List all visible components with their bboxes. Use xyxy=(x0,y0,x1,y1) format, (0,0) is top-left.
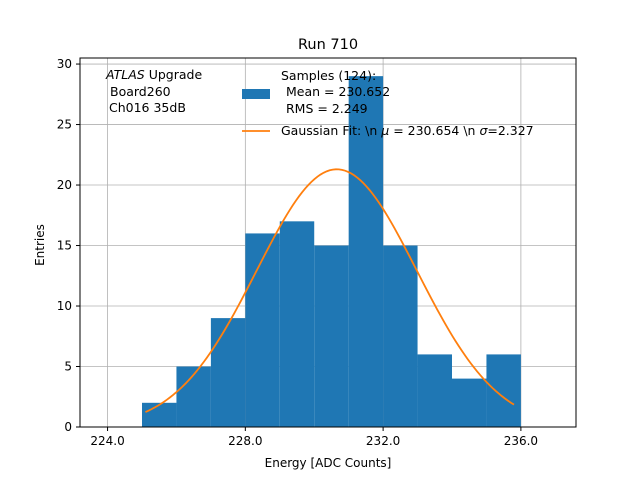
fit-curve xyxy=(145,168,515,413)
histogram-bar xyxy=(348,76,384,428)
histogram-bar xyxy=(452,378,487,427)
y-tick-label: 5 xyxy=(64,360,72,374)
chart-title: Run 710 xyxy=(298,37,358,53)
legend-fit-suffix: =2.327 xyxy=(487,123,533,138)
histogram-bar xyxy=(279,221,315,427)
legend-samples-line-1: Samples (124): xyxy=(281,68,376,83)
y-tick-label: 0 xyxy=(64,420,72,434)
x-tick-label: 228.0 xyxy=(228,434,262,448)
annotation-line-2: Board260 xyxy=(110,84,171,99)
histogram-bars xyxy=(142,76,521,428)
legend-mu-symbol: μ xyxy=(380,123,389,138)
histogram-bar xyxy=(486,354,521,427)
legend: Samples (124): Mean = 230.652 RMS = 2.24… xyxy=(242,68,534,138)
y-tick-label: 20 xyxy=(57,178,72,192)
histogram-bar xyxy=(210,318,246,427)
y-axis-label: Entries xyxy=(33,224,47,266)
x-tick-label: 236.0 xyxy=(504,434,538,448)
legend-samples-line-3: RMS = 2.249 xyxy=(286,101,368,116)
tick-labels: 224.0 228.0 232.0 236.0 0 5 10 15 20 25 30 xyxy=(57,57,538,448)
x-tick-label: 224.0 xyxy=(90,434,124,448)
legend-fit-mid: = 230.654 \n xyxy=(389,123,479,138)
legend-samples-swatch xyxy=(242,89,270,99)
legend-fit-text: Gaussian Fit: \n μ = 230.654 \n σ=2.327 xyxy=(281,123,534,138)
y-tick-label: 25 xyxy=(57,118,72,132)
y-tick-label: 30 xyxy=(57,57,72,71)
histogram-bar xyxy=(417,354,452,427)
axes xyxy=(76,57,577,431)
x-tick-label: 232.0 xyxy=(366,434,400,448)
histogram-bar xyxy=(142,402,177,427)
y-tick-label: 10 xyxy=(57,299,72,313)
histogram-bar xyxy=(314,245,349,427)
annotation-line-1: ATLAS Upgrade xyxy=(105,67,202,82)
gaussian-fit xyxy=(145,168,515,413)
legend-samples-line-2: Mean = 230.652 xyxy=(286,84,390,99)
atlas-label: ATLAS xyxy=(105,67,145,82)
upgrade-label: Upgrade xyxy=(145,67,203,82)
x-axis-label: Energy [ADC Counts] xyxy=(265,456,392,470)
histogram-bar xyxy=(245,233,280,427)
annotation-line-3: Ch016 35dB xyxy=(109,100,186,115)
legend-sigma-symbol: σ xyxy=(479,123,488,138)
histogram-bar xyxy=(383,245,418,427)
y-tick-label: 15 xyxy=(57,239,72,253)
plot-frame xyxy=(79,57,577,428)
legend-fit-prefix: Gaussian Fit: \n xyxy=(281,123,381,138)
atlas-annotation: ATLAS Upgrade Board260 Ch016 35dB xyxy=(105,67,202,115)
histogram-bar xyxy=(176,366,211,427)
